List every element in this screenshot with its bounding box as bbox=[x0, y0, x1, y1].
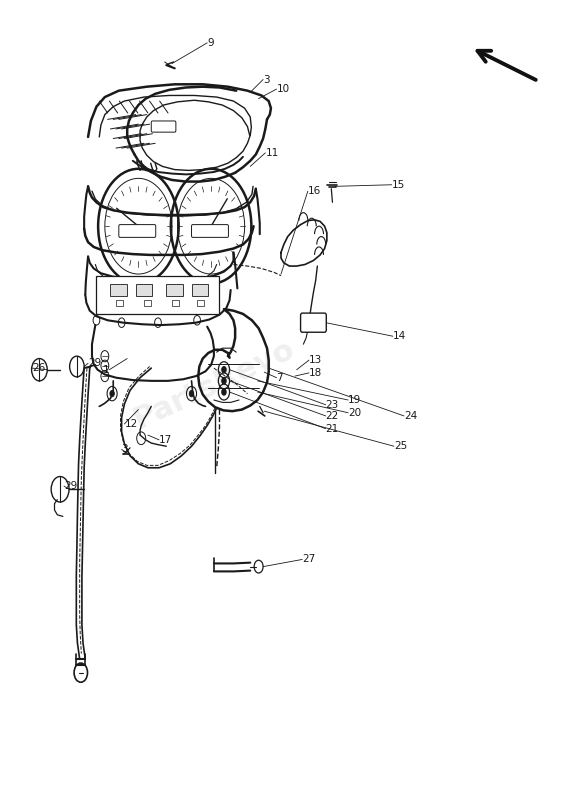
Text: 15: 15 bbox=[392, 180, 405, 190]
FancyBboxPatch shape bbox=[97, 276, 220, 314]
Text: 7: 7 bbox=[277, 373, 283, 382]
Text: 20: 20 bbox=[348, 408, 361, 418]
Circle shape bbox=[222, 389, 226, 395]
Text: 27: 27 bbox=[302, 554, 315, 565]
FancyBboxPatch shape bbox=[192, 285, 209, 296]
Circle shape bbox=[110, 390, 114, 397]
FancyBboxPatch shape bbox=[151, 121, 176, 132]
FancyBboxPatch shape bbox=[197, 299, 204, 306]
Text: 17: 17 bbox=[159, 435, 173, 445]
Text: 13: 13 bbox=[309, 355, 322, 365]
Text: PartsRevo: PartsRevo bbox=[129, 334, 299, 434]
Text: 29: 29 bbox=[88, 358, 101, 368]
Text: 19: 19 bbox=[348, 395, 361, 405]
Text: 3: 3 bbox=[263, 74, 270, 85]
Circle shape bbox=[189, 390, 194, 397]
Text: 10: 10 bbox=[277, 84, 289, 94]
Text: 21: 21 bbox=[326, 424, 339, 434]
FancyBboxPatch shape bbox=[166, 285, 183, 296]
FancyBboxPatch shape bbox=[116, 299, 123, 306]
FancyBboxPatch shape bbox=[301, 313, 327, 332]
Text: 24: 24 bbox=[404, 411, 417, 421]
Text: 9: 9 bbox=[207, 38, 214, 48]
Circle shape bbox=[222, 378, 226, 384]
Circle shape bbox=[222, 366, 226, 373]
FancyBboxPatch shape bbox=[119, 225, 156, 238]
Text: 23: 23 bbox=[326, 400, 339, 410]
Text: 29: 29 bbox=[64, 481, 77, 491]
Text: 3: 3 bbox=[121, 445, 128, 454]
Text: 22: 22 bbox=[326, 411, 339, 421]
FancyBboxPatch shape bbox=[172, 299, 179, 306]
FancyBboxPatch shape bbox=[144, 299, 151, 306]
Text: 25: 25 bbox=[394, 442, 407, 451]
Text: 12: 12 bbox=[124, 419, 138, 429]
Text: 14: 14 bbox=[393, 331, 406, 342]
Text: 18: 18 bbox=[309, 368, 322, 378]
FancyBboxPatch shape bbox=[192, 225, 228, 238]
Text: 16: 16 bbox=[308, 186, 321, 196]
FancyBboxPatch shape bbox=[135, 285, 152, 296]
Text: 26: 26 bbox=[32, 363, 46, 373]
Text: 11: 11 bbox=[265, 148, 279, 158]
Text: 1: 1 bbox=[103, 365, 110, 374]
FancyBboxPatch shape bbox=[111, 285, 127, 296]
